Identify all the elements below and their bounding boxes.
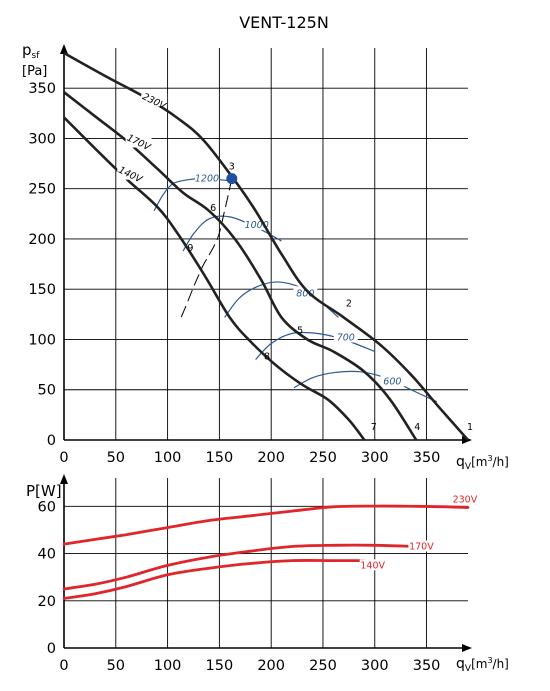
y-tick-label: 200	[28, 232, 56, 248]
x-tick-label: 200	[257, 658, 285, 674]
pressure-grid	[60, 44, 472, 444]
x-tick-label: 250	[309, 658, 337, 674]
system-curve	[180, 178, 233, 318]
rpm-curve-600	[293, 370, 438, 403]
power-label-170V: 170V	[409, 541, 434, 552]
x-tick-label: 350	[413, 658, 441, 674]
power-curve-170V	[62, 543, 418, 591]
rpm-label-800: 800	[296, 288, 314, 299]
x-tick-label: 300	[361, 658, 389, 674]
power-label-bg	[359, 559, 386, 571]
rpm-label-1200: 1200	[195, 174, 219, 185]
power-grid	[60, 474, 472, 652]
rpm-label-bg	[194, 171, 219, 184]
point-label-1: 1	[467, 422, 473, 433]
x-axis-arrow	[462, 644, 472, 652]
x-tick-label: 0	[59, 658, 68, 674]
x-tick-label: 50	[107, 450, 125, 466]
pressure-axis-label: psf	[22, 41, 40, 61]
y-tick-label: 250	[28, 182, 56, 198]
rpm-curve-800	[224, 281, 339, 318]
x-tick-label: 300	[361, 450, 389, 466]
point-label-7: 7	[371, 422, 377, 433]
power-label-140V: 140V	[360, 560, 385, 571]
x-tick-label: 100	[154, 450, 182, 466]
y-tick-label: 0	[47, 641, 56, 657]
pressure-chart: 0 50 100 150 200 250 300 350 0 50 100 150 200 250 300 3…	[22, 41, 509, 472]
chart-title: VENT-125N	[239, 13, 329, 32]
power-curve-140V	[62, 559, 366, 600]
pressure-x-axis-label: qV[m3/h]	[456, 454, 509, 472]
curve-140V	[63, 116, 366, 441]
power-curves: 230V 170V 140V	[62, 493, 478, 600]
power-chart: 0 50 100 150 200 250 300 350 0 20 40 60 230V 170V 140…	[26, 474, 509, 674]
x-tick-label: 150	[206, 450, 234, 466]
point-label-5: 5	[297, 325, 303, 336]
x-tick-label: 0	[59, 450, 68, 466]
y-tick-label: 60	[38, 499, 56, 515]
power-axis-label: P[W]	[26, 482, 62, 500]
y-tick-label: 40	[38, 547, 56, 563]
point-label-4: 4	[414, 422, 420, 433]
point-label-2: 2	[346, 298, 352, 309]
power-curve-230V	[62, 504, 470, 546]
operating-point-label: 3	[229, 162, 235, 173]
y-tick-label: 300	[28, 131, 56, 147]
y-tick-label: 100	[28, 332, 56, 348]
x-tick-label: 250	[309, 450, 337, 466]
power-label-bg	[451, 493, 478, 505]
y-axis-arrow	[60, 474, 68, 484]
rpm-label-bg	[333, 330, 358, 343]
curve-label-bg	[117, 167, 144, 180]
rpm-curves: 1200 1000 800 700 600	[153, 171, 438, 403]
pressure-tick-labels: 0 50 100 150 200 250 300 350 0 50 100 150 200 250 300 3…	[28, 81, 440, 466]
power-label-230V: 230V	[453, 494, 478, 505]
power-tick-labels: 0 50 100 150 200 250 300 350 0 20 40 60	[38, 499, 441, 674]
power-label-bg	[408, 540, 435, 552]
curve-label-bg	[125, 135, 152, 148]
y-tick-label: 0	[47, 433, 56, 449]
x-tick-label: 150	[206, 658, 234, 674]
y-tick-label: 20	[38, 594, 56, 610]
point-label-8: 8	[264, 352, 270, 363]
y-tick-label: 50	[38, 383, 56, 399]
operating-point	[226, 173, 238, 185]
point-label-6: 6	[210, 203, 216, 214]
x-tick-label: 350	[413, 450, 441, 466]
pressure-point-labels: 3 1 2 4 5 6 7 8 9	[187, 162, 473, 433]
pressure-unit-label: [Pa]	[22, 64, 47, 79]
curve-label-bg	[141, 94, 168, 107]
y-axis-arrow	[60, 44, 68, 54]
rpm-label-1000: 1000	[245, 220, 269, 231]
rpm-label-700: 700	[337, 332, 355, 343]
curve-170V	[63, 91, 418, 441]
point-label-9: 9	[187, 243, 193, 254]
power-x-axis-label: qV[m3/h]	[456, 656, 509, 674]
x-tick-label: 100	[154, 658, 182, 674]
x-tick-label: 200	[257, 450, 285, 466]
rpm-label-600: 600	[383, 377, 401, 388]
y-tick-label: 150	[28, 282, 56, 298]
x-tick-label: 50	[107, 658, 125, 674]
y-tick-label: 350	[28, 81, 56, 97]
curve-230V	[63, 51, 469, 441]
rpm-label-bg	[380, 374, 405, 387]
